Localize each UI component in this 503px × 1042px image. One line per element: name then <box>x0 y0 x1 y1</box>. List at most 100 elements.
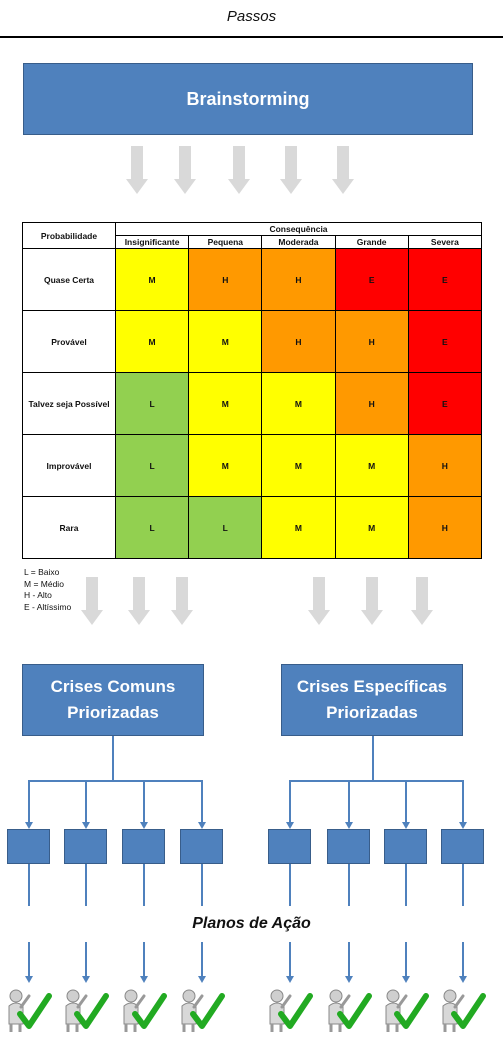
connector-line <box>201 942 203 976</box>
connector-line <box>372 736 374 780</box>
crises-especificas-box: Crises Específicas Priorizadas <box>281 664 463 736</box>
matrix-row: Talvez seja Possível L M M H E <box>22 372 483 435</box>
row-label: Quase Certa <box>22 248 116 311</box>
risk-matrix: Probabilidade Consequência Insignificant… <box>22 222 483 559</box>
legend-item: M = Médio <box>24 578 64 589</box>
connector-line <box>289 780 463 782</box>
row-label: Provável <box>22 310 116 373</box>
matrix-row: Quase Certa M H H E E <box>22 248 483 311</box>
risk-cell: H <box>407 434 483 497</box>
column-header: Pequena <box>188 235 263 249</box>
down-arrow-icon <box>280 146 302 196</box>
connector-line <box>462 864 464 906</box>
connector-line <box>85 780 87 822</box>
plan-box <box>327 829 370 864</box>
person-checkmark-icon <box>385 989 429 1032</box>
risk-cell: E <box>334 248 409 311</box>
connector-line <box>348 864 350 906</box>
person-checkmark-icon <box>328 989 372 1032</box>
column-group-header: Consequência <box>115 222 482 236</box>
connector-line <box>28 780 202 782</box>
legend-item: L = Baixo <box>24 567 60 577</box>
risk-cell: L <box>114 372 190 435</box>
connector-line <box>405 942 407 976</box>
risk-cell: M <box>114 310 190 373</box>
down-arrow-icon <box>174 146 196 196</box>
plan-box <box>268 829 311 864</box>
person-checkmark-icon <box>269 989 313 1032</box>
arrowhead-icon <box>198 976 206 983</box>
connector-line <box>462 780 464 822</box>
risk-cell: E <box>407 310 483 373</box>
down-arrow-icon <box>171 577 193 627</box>
row-label: Improvável <box>22 434 116 497</box>
down-arrow-icon <box>411 577 433 627</box>
arrowhead-icon <box>140 976 148 983</box>
arrowhead-icon <box>286 976 294 983</box>
down-arrow-icon <box>361 577 383 627</box>
risk-cell: L <box>114 434 190 497</box>
person-checkmark-icon <box>8 989 52 1032</box>
legend-item: E - Altíssimo <box>24 601 72 612</box>
matrix-row: Provável M M H H E <box>22 310 483 373</box>
risk-cell: M <box>188 434 263 497</box>
connector-line <box>462 942 464 976</box>
arrowhead-icon <box>25 976 33 983</box>
row-label: Talvez seja Possível <box>22 372 116 435</box>
risk-cell: H <box>334 372 409 435</box>
title-divider <box>0 36 503 38</box>
risk-cell: L <box>188 496 263 559</box>
risk-cell: H <box>407 496 483 559</box>
arrowhead-icon <box>345 822 353 829</box>
plan-box <box>384 829 427 864</box>
arrowhead-icon <box>82 976 90 983</box>
person-checkmark-icon <box>123 989 167 1032</box>
planos-de-acao-label: Planos de Ação <box>192 915 311 932</box>
connector-line <box>405 864 407 906</box>
arrowhead-icon <box>402 822 410 829</box>
risk-cell: M <box>261 372 336 435</box>
risk-cell: E <box>407 248 483 311</box>
connector-line <box>143 780 145 822</box>
down-arrow-icon <box>81 577 103 627</box>
risk-cell: M <box>114 248 190 311</box>
risk-cell: H <box>261 248 336 311</box>
connector-line <box>289 942 291 976</box>
arrowhead-icon <box>82 822 90 829</box>
row-label: Rara <box>22 496 116 559</box>
risk-cell: E <box>407 372 483 435</box>
risk-cell: M <box>261 496 336 559</box>
risk-cell: M <box>334 434 409 497</box>
connector-line <box>28 942 30 976</box>
plan-box <box>64 829 107 864</box>
down-arrow-icon <box>126 146 148 196</box>
arrowhead-icon <box>140 822 148 829</box>
person-checkmark-icon <box>65 989 109 1032</box>
arrowhead-icon <box>198 822 206 829</box>
crises-comuns-box: Crises Comuns Priorizadas <box>22 664 204 736</box>
row-header: Probabilidade <box>22 222 116 249</box>
connector-line <box>85 942 87 976</box>
person-checkmark-icon <box>181 989 225 1032</box>
risk-cell: M <box>334 496 409 559</box>
connector-line <box>28 864 30 906</box>
down-arrow-icon <box>332 146 354 196</box>
risk-cell: M <box>188 310 263 373</box>
down-arrow-icon <box>308 577 330 627</box>
column-header: Insignificante <box>114 235 190 249</box>
arrowhead-icon <box>345 976 353 983</box>
connector-line <box>143 864 145 906</box>
risk-cell: H <box>334 310 409 373</box>
plan-box <box>180 829 223 864</box>
connector-line <box>143 942 145 976</box>
arrowhead-icon <box>286 822 294 829</box>
connector-line <box>201 780 203 822</box>
legend-item: H - Alto <box>24 590 52 600</box>
risk-cell: M <box>188 372 263 435</box>
matrix-row: Improvável L M M M H <box>22 434 483 497</box>
connector-line <box>201 864 203 906</box>
connector-line <box>289 780 291 822</box>
arrowhead-icon <box>459 822 467 829</box>
risk-cell: H <box>188 248 263 311</box>
brainstorming-box: Brainstorming <box>23 63 473 135</box>
